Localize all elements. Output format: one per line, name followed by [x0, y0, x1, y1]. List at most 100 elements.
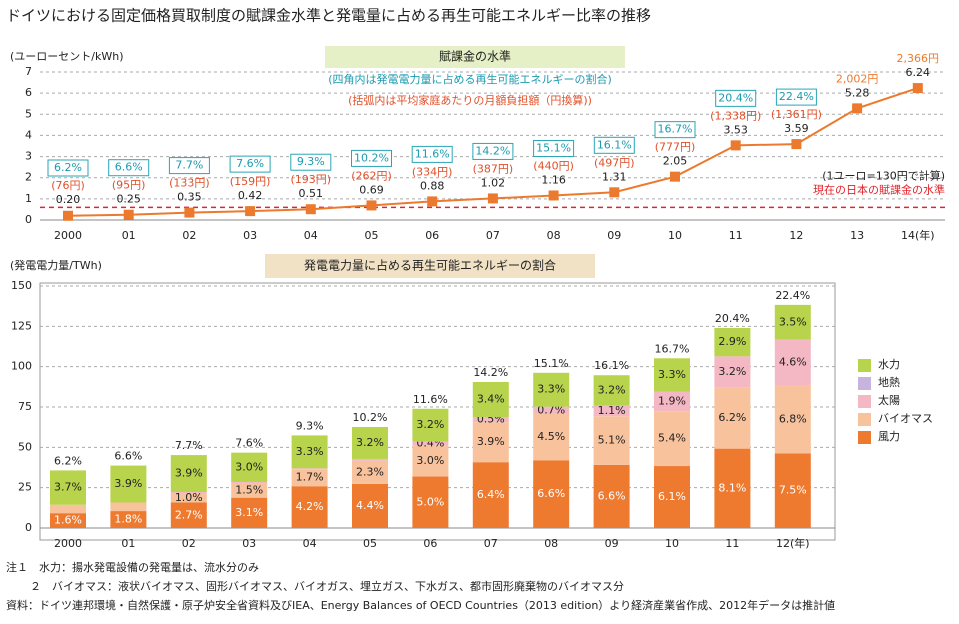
bar-segment	[533, 413, 570, 461]
segment-label: 4.4%	[356, 499, 384, 512]
value-label: 0.88	[420, 179, 445, 192]
note: (括弧内は平均家庭あたりの月額負担額（円換算))	[348, 93, 592, 107]
segment-label: 3.5%	[779, 315, 807, 328]
bar-segment	[774, 385, 811, 454]
yen-label: 2,366円	[897, 52, 940, 65]
x-tick-label: 11	[725, 537, 739, 550]
legend-swatch	[858, 395, 871, 408]
x-tick-label: 04	[303, 537, 317, 550]
bar-segment	[654, 411, 690, 467]
total-label: 7.6%	[235, 437, 263, 450]
share-label: 7.6%	[236, 157, 264, 170]
yen-label: (1,361円)	[771, 108, 822, 121]
x-tick-label: 07	[486, 229, 500, 242]
share-box	[533, 139, 575, 157]
y-tick-label: 50	[18, 440, 32, 453]
segment-label: 4.5%	[537, 430, 565, 443]
bar-segment	[654, 466, 690, 528]
value-label: 5.28	[845, 86, 870, 99]
share-box	[593, 136, 635, 154]
share-box	[229, 155, 271, 173]
segment-label: 1.1%	[598, 404, 626, 417]
total-label: 16.1%	[594, 359, 629, 372]
segment-label: 8.1%	[718, 481, 746, 494]
share-label: 9.3%	[297, 155, 325, 168]
point	[427, 196, 438, 207]
bar-segment	[533, 460, 570, 528]
legend-swatch	[858, 413, 871, 426]
y-tick-label: 1	[25, 192, 32, 205]
x-tick-label: 02	[182, 229, 196, 242]
share-label: 16.7%	[658, 123, 693, 136]
yen-label: (334円)	[412, 165, 453, 178]
bar-segment	[291, 486, 328, 528]
share-box	[351, 149, 392, 167]
point	[912, 83, 923, 94]
bar-segment	[472, 381, 509, 418]
yen-label: (76円)	[51, 179, 85, 192]
share-box	[654, 121, 696, 139]
segment-label: 3.2%	[718, 365, 746, 378]
point	[548, 190, 559, 201]
x-tick-label: 02	[182, 537, 196, 550]
bar-segment	[774, 453, 811, 528]
y-tick-label: 4	[25, 128, 32, 141]
bar-segment	[352, 483, 388, 528]
total-label: 7.7%	[175, 439, 203, 452]
bar-segment	[593, 405, 630, 417]
bar-segment	[472, 422, 509, 463]
share-box	[168, 157, 210, 175]
value-label: 3.59	[784, 122, 809, 135]
bar-segment	[170, 502, 207, 528]
x-tick-label: 03	[242, 537, 256, 550]
x-tick-label: 08	[544, 537, 558, 550]
y-tick-label: 0	[25, 213, 32, 226]
bar-segment	[352, 427, 388, 459]
subtitle-box	[265, 254, 595, 278]
bar-segment	[291, 435, 328, 469]
x-tick-label: 09	[605, 537, 619, 550]
y-axis-label: (ユーローセント/kWh)	[10, 50, 124, 63]
point	[63, 210, 73, 221]
bar-segment	[593, 464, 630, 528]
x-tick-label: 2000	[54, 229, 82, 242]
bar-segment	[533, 406, 570, 414]
subtitle: 賦課金の水準	[439, 49, 511, 64]
segment-label: 3.3%	[658, 368, 686, 381]
bar-segment	[50, 470, 86, 505]
segment-label: 1.0%	[175, 491, 203, 504]
point	[730, 140, 741, 151]
bar-segment	[231, 482, 268, 483]
bar-segment	[472, 462, 509, 528]
legend-swatch	[858, 431, 871, 444]
value-label: 1.02	[481, 176, 506, 189]
segment-label: 1.7%	[296, 471, 324, 484]
value-label: 0.51	[299, 187, 324, 200]
yen-label: (440円)	[533, 159, 574, 172]
x-tick-label: 06	[423, 537, 437, 550]
x-tick-label: 12	[789, 229, 803, 242]
segment-label: 3.3%	[537, 383, 565, 396]
y-tick-label: 150	[11, 279, 32, 292]
value-label: 2.05	[663, 155, 688, 168]
total-label: 10.2%	[353, 411, 388, 424]
y-tick-label: 3	[25, 150, 32, 163]
share-label: 14.2%	[475, 144, 510, 157]
segment-label: 7.5%	[779, 484, 807, 497]
value-label: 0.35	[177, 191, 202, 204]
segment-label: 4.6%	[779, 356, 807, 369]
bar-segment	[654, 391, 690, 412]
share-box	[715, 89, 757, 107]
share-label: 11.6%	[415, 147, 450, 160]
y-tick-label: 100	[11, 360, 32, 373]
bar-segment	[170, 455, 207, 493]
x-tick-label: 10	[665, 537, 679, 550]
share-label: 6.2%	[54, 161, 82, 174]
y-tick-label: 6	[25, 86, 32, 99]
bar-segment	[291, 468, 328, 470]
point	[852, 103, 863, 114]
segment-label: 5.0%	[416, 495, 444, 508]
legend-swatch	[858, 359, 871, 372]
yen-label: (1,338円)	[710, 109, 761, 122]
